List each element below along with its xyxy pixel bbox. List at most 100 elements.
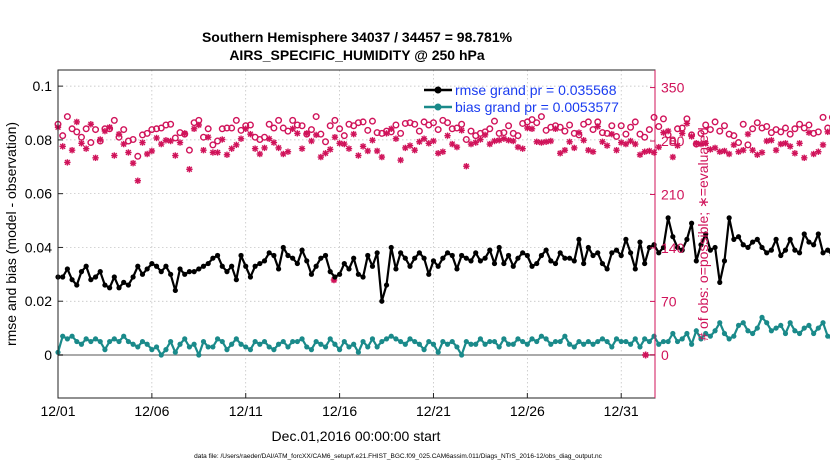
obs-evaluated-point <box>308 137 315 145</box>
bias-point <box>825 333 830 339</box>
bias-point <box>459 352 465 358</box>
bias-point <box>130 341 136 347</box>
bias-point <box>97 338 103 345</box>
bias-point <box>599 336 606 342</box>
bias-point <box>158 352 164 358</box>
bias-point <box>308 347 315 353</box>
bias-point <box>327 336 333 342</box>
bias-point <box>238 341 244 347</box>
obs-possible-point <box>368 117 376 125</box>
rmse-point <box>275 266 282 272</box>
obs-evaluated-point <box>824 128 830 136</box>
obs-possible-point <box>232 116 240 124</box>
obs-evaluated-point <box>350 130 357 138</box>
bias-point <box>163 347 169 353</box>
bias-point <box>548 341 554 347</box>
rmse-point <box>782 247 789 253</box>
obs-evaluated-point <box>805 129 813 136</box>
y-left-tick-label: 0 <box>44 347 52 363</box>
obs-evaluated-point <box>608 130 616 138</box>
rmse-point <box>313 263 319 269</box>
obs-possible-point <box>298 122 306 130</box>
rmse-point <box>740 242 746 248</box>
bias-point <box>229 341 235 347</box>
x-tick-label: 12/16 <box>322 403 357 419</box>
rmse-point <box>78 269 85 275</box>
obs-possible-point <box>120 126 128 134</box>
obs-evaluated-point <box>303 130 310 137</box>
obs-possible-point <box>631 118 639 126</box>
obs-possible-point <box>218 125 226 133</box>
obs-evaluated-point <box>556 150 564 157</box>
rmse-point <box>153 263 160 269</box>
obs-evaluated-point <box>209 149 217 156</box>
rmse-point <box>731 236 737 242</box>
rmse-point <box>726 215 732 221</box>
rmse-point <box>651 242 657 248</box>
obs-evaluated-point <box>749 146 756 154</box>
obs-possible-point <box>429 119 437 127</box>
rmse-point <box>679 247 685 253</box>
obs-possible-point <box>397 129 405 137</box>
y-axis-left-label: rmse and bias (model - observation) <box>3 122 19 346</box>
rmse-point <box>538 252 545 259</box>
obs-possible-point <box>514 132 522 140</box>
bias-point <box>393 336 399 342</box>
bias-point <box>721 330 728 337</box>
bias-point <box>313 338 319 345</box>
bias-point <box>623 338 629 345</box>
obs-evaluated-point <box>200 146 207 154</box>
rmse-point <box>501 260 507 267</box>
x-tick-label: 12/26 <box>510 403 545 419</box>
rmse-point <box>266 250 272 256</box>
end-marker <box>642 351 650 359</box>
obs-evaluated-point <box>505 137 512 144</box>
obs-possible-point <box>467 127 475 135</box>
obs-evaluated-point <box>585 146 592 154</box>
obs-possible-point <box>270 124 278 132</box>
obs-possible-point <box>336 125 344 133</box>
obs-evaluated-point <box>669 153 677 161</box>
rmse-point <box>111 274 117 280</box>
obs-evaluated-point <box>777 140 784 148</box>
bias-point <box>801 325 807 331</box>
obs-possible-point <box>753 119 761 127</box>
rmse-point <box>618 252 624 259</box>
obs-possible-point <box>500 129 508 137</box>
obs-evaluated-point <box>266 135 273 142</box>
obs-possible-point <box>744 141 752 149</box>
bias-point <box>510 341 516 347</box>
obs-evaluated-point <box>336 140 343 147</box>
obs-evaluated-point <box>810 150 817 158</box>
x-tick-label: 12/21 <box>416 403 451 419</box>
bias-point <box>487 338 493 345</box>
bias-point <box>782 330 789 337</box>
bias-point <box>444 341 451 347</box>
obs-evaluated-point <box>721 147 728 155</box>
obs-possible-point <box>505 122 513 130</box>
obs-possible-point <box>153 125 161 133</box>
obs-evaluated-point <box>223 151 231 158</box>
obs-possible-point <box>490 117 498 125</box>
bias-point <box>595 338 601 345</box>
bias-point <box>407 336 413 342</box>
legend-bias-marker <box>434 103 442 111</box>
obs-possible-point <box>59 132 67 140</box>
obs-possible-point <box>786 130 794 138</box>
obs-evaluated-point <box>697 140 705 148</box>
obs-evaluated-point <box>242 125 249 133</box>
obs-possible-point <box>711 118 719 126</box>
obs-possible-point <box>627 123 635 131</box>
rmse-point <box>229 263 235 269</box>
rmse-point <box>402 255 408 261</box>
bias-point <box>332 341 338 347</box>
legend-rmse-marker <box>434 86 442 94</box>
obs-possible-point <box>814 128 822 136</box>
rmse-point <box>806 239 812 245</box>
bias-point <box>604 338 610 345</box>
bias-point <box>552 338 559 345</box>
rmse-point <box>285 252 291 259</box>
obs-evaluated-point <box>369 137 376 144</box>
bias-point <box>144 341 150 347</box>
bias-point <box>285 344 291 350</box>
